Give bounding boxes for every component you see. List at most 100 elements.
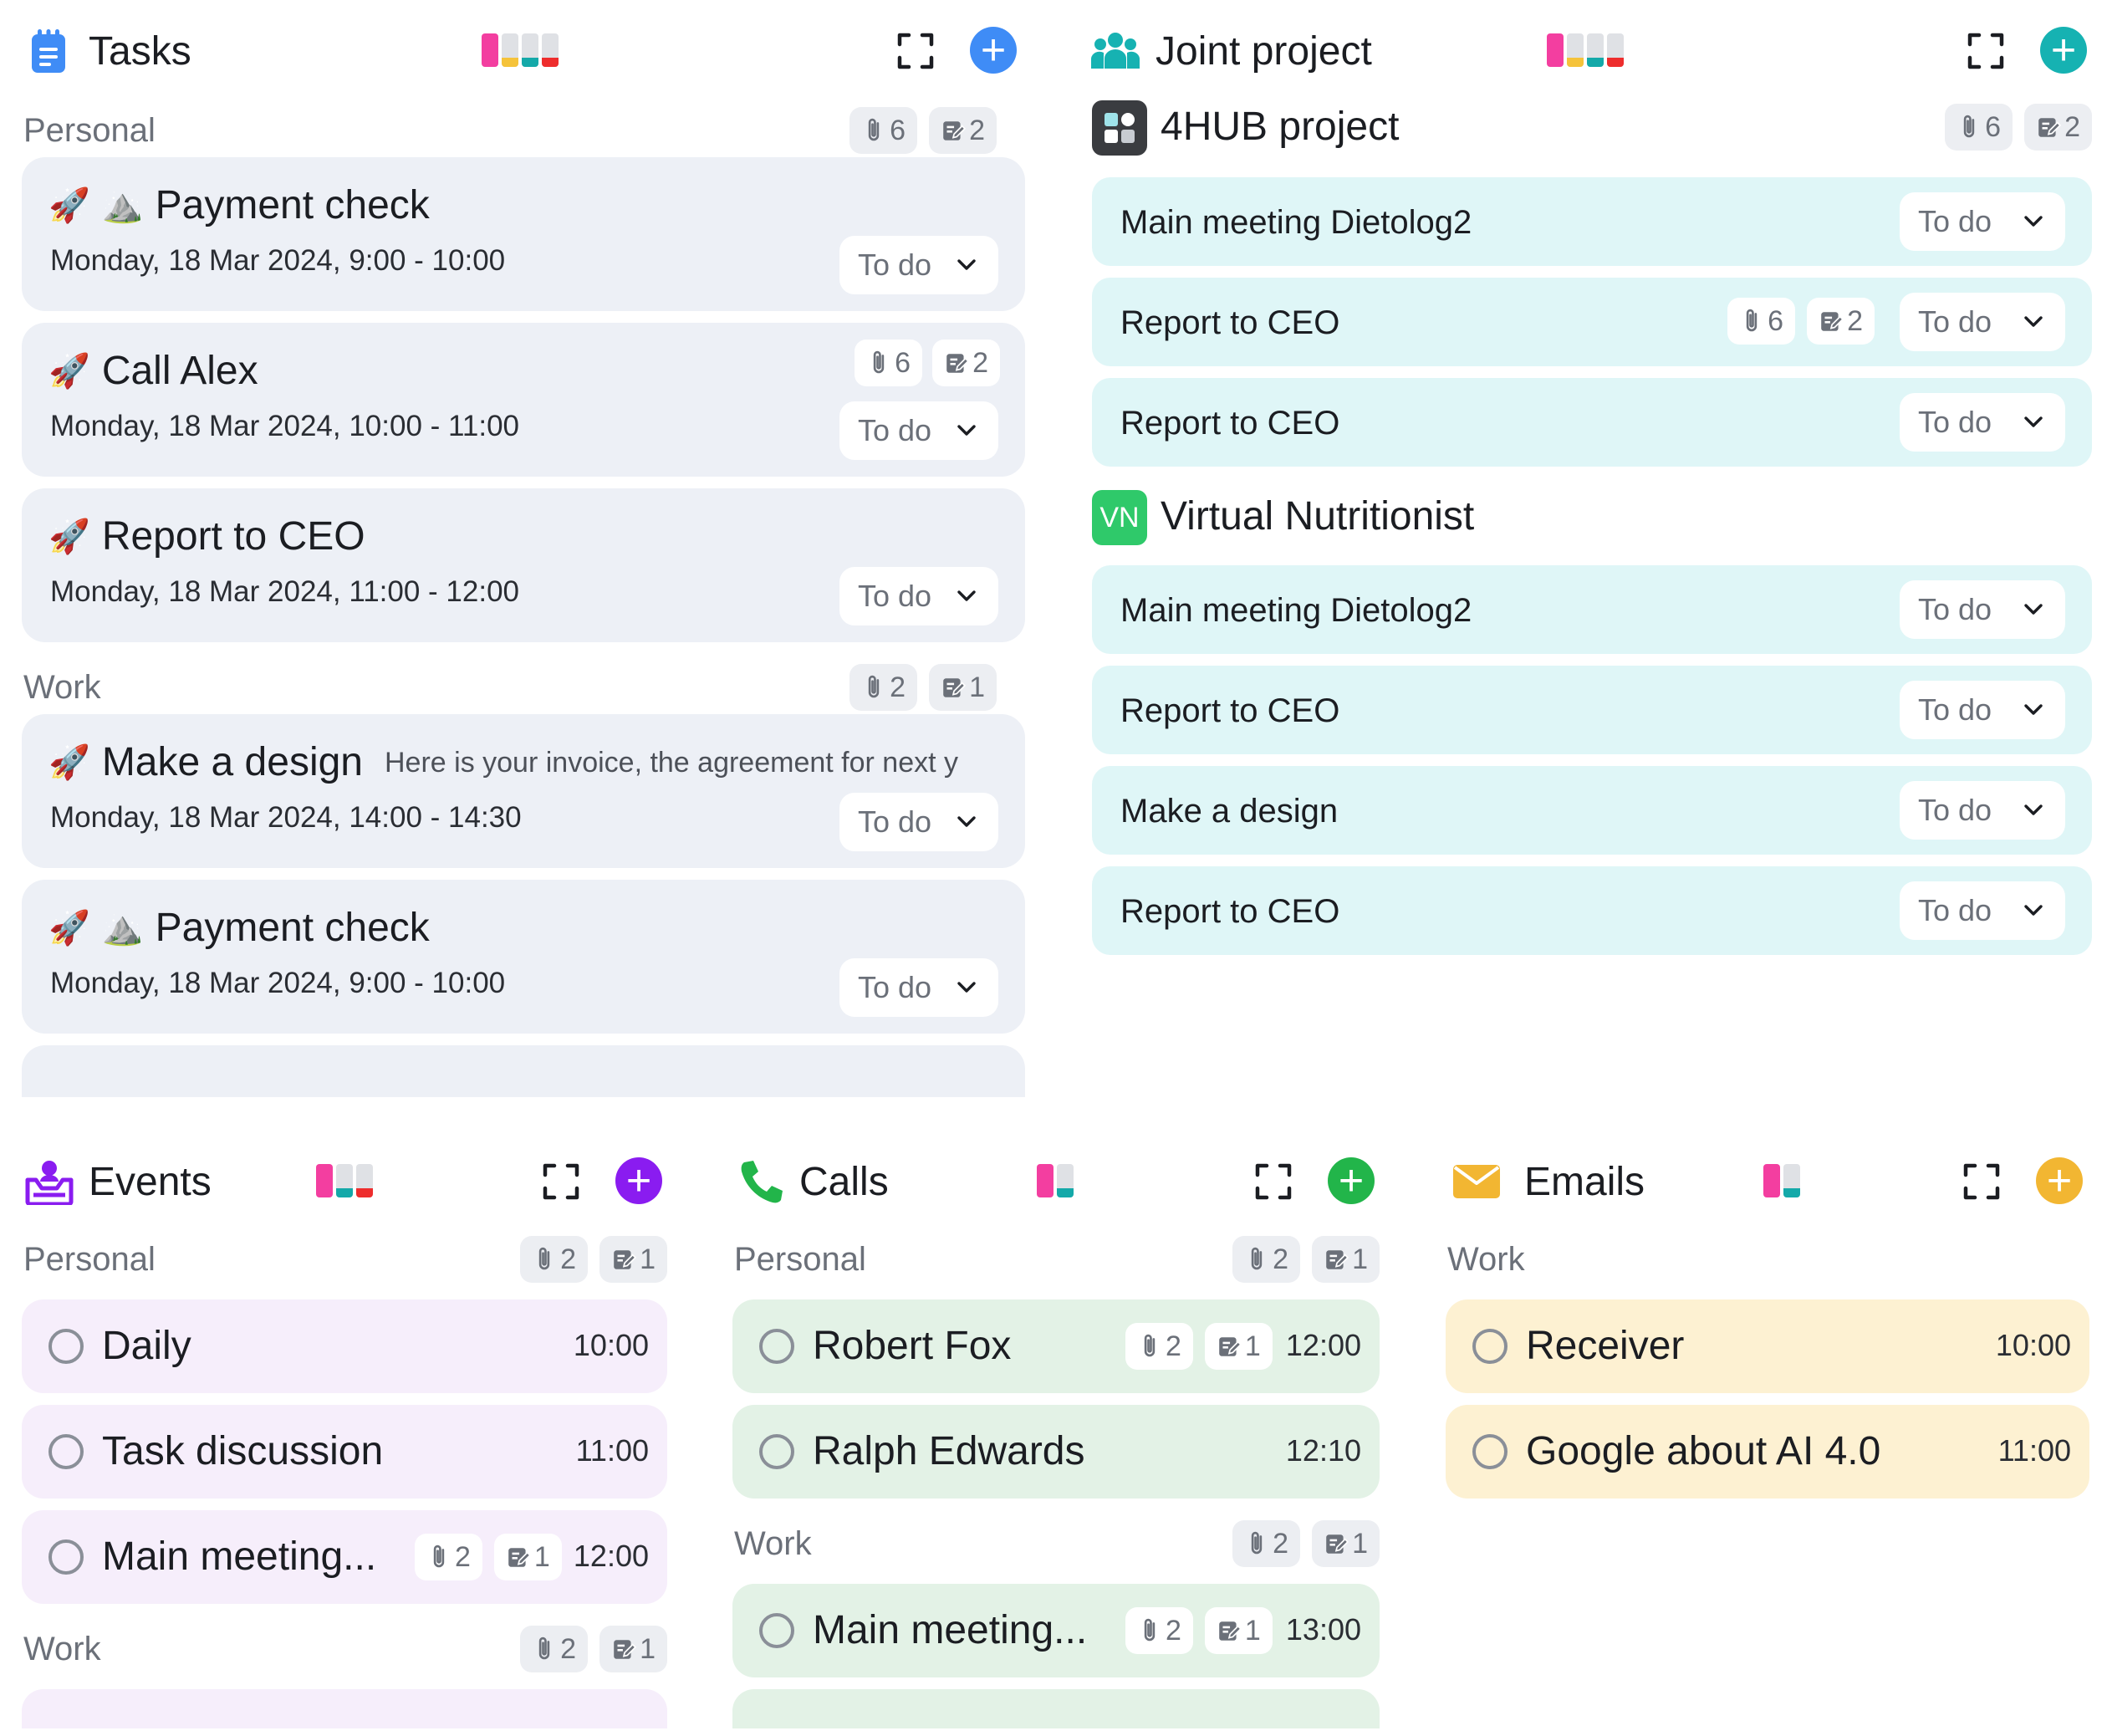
joint-task-row[interactable]: Make a design To do: [1092, 766, 2092, 855]
attachments-chip[interactable]: 2: [520, 1626, 589, 1672]
status-dropdown[interactable]: To do: [1900, 681, 2065, 739]
attachments-chip[interactable]: 2: [849, 664, 918, 711]
add-event-button[interactable]: +: [615, 1157, 662, 1204]
call-item[interactable]: Main meeting... 2 1 13:00: [732, 1584, 1380, 1677]
chevron-down-icon: [955, 421, 978, 441]
joint-project-panel: Joint project + 4HUB project 6 2 Main me…: [1065, 0, 2107, 1097]
status-dropdown[interactable]: To do: [1900, 192, 2065, 251]
status-dropdown[interactable]: To do: [1900, 393, 2065, 452]
joint-task-row[interactable]: Report to CEO 6 2 To do: [1092, 278, 2092, 366]
expand-icon[interactable]: [1962, 1162, 2001, 1201]
complete-radio[interactable]: [48, 1434, 84, 1469]
notes-chip[interactable]: 2: [2024, 104, 2092, 151]
status-bar-pink: [1547, 33, 1564, 67]
attachments-chip[interactable]: 6: [855, 340, 923, 386]
status-dropdown[interactable]: To do: [839, 567, 998, 625]
status-dropdown[interactable]: To do: [839, 793, 998, 851]
paperclip-icon: [426, 1543, 452, 1571]
section-label: Work: [23, 669, 101, 706]
task-card-partial[interactable]: [22, 1045, 1025, 1097]
notes-chip[interactable]: 1: [1204, 1607, 1273, 1654]
add-joint-task-button[interactable]: +: [2040, 27, 2087, 74]
call-item-partial[interactable]: [732, 1689, 1380, 1728]
status-dropdown[interactable]: To do: [1900, 781, 2065, 840]
call-item[interactable]: Ralph Edwards 12:10: [732, 1405, 1380, 1499]
complete-radio[interactable]: [759, 1613, 794, 1648]
note-edit-icon: [611, 1635, 636, 1663]
notes-chip[interactable]: 2: [929, 107, 997, 154]
task-card[interactable]: 🚀 Call Alex 6 2 Monday, 18 Mar 2024, 10:0…: [22, 323, 1025, 477]
add-email-button[interactable]: +: [2036, 1157, 2083, 1204]
status-dropdown[interactable]: To do: [839, 401, 998, 460]
attachments-chip[interactable]: 2: [1125, 1323, 1193, 1370]
joint-task-row[interactable]: Report to CEO To do: [1092, 866, 2092, 955]
event-item[interactable]: Task discussion 11:00: [22, 1405, 667, 1499]
attachments-chip[interactable]: 2: [520, 1236, 589, 1283]
notes-chip[interactable]: 1: [929, 664, 997, 711]
notes-chip[interactable]: 2: [1807, 298, 1875, 345]
email-item[interactable]: Receiver 10:00: [1446, 1299, 2089, 1393]
attachments-chip[interactable]: 2: [415, 1534, 482, 1580]
joint-task-row[interactable]: Main meeting Dietolog2 To do: [1092, 565, 2092, 654]
notes-chip[interactable]: 1: [599, 1626, 667, 1672]
attachments-chip[interactable]: 6: [1945, 104, 2013, 151]
task-title: Payment check: [155, 906, 430, 950]
task-datetime: Monday, 18 Mar 2024, 9:00 - 10:00: [50, 967, 506, 999]
status-dropdown[interactable]: To do: [1900, 293, 2065, 351]
add-call-button[interactable]: +: [1328, 1157, 1375, 1204]
envelope-icon: [1452, 1156, 1501, 1208]
task-card[interactable]: 🚀 Report to CEO Monday, 18 Mar 2024, 11:0…: [22, 488, 1025, 642]
task-card[interactable]: 🚀 Make a design Here is your invoice, the …: [22, 714, 1025, 868]
complete-radio[interactable]: [1472, 1329, 1508, 1364]
event-item[interactable]: Daily 10:00: [22, 1299, 667, 1393]
complete-radio[interactable]: [759, 1434, 794, 1469]
status-bar-yellow: [1567, 33, 1584, 67]
joint-task-row[interactable]: Report to CEO To do: [1092, 378, 2092, 467]
call-item[interactable]: Robert Fox 2 1 12:00: [732, 1299, 1380, 1393]
event-time: 11:00: [575, 1433, 649, 1468]
status-dropdown[interactable]: To do: [1900, 580, 2065, 639]
complete-radio[interactable]: [48, 1329, 84, 1364]
status-dropdown[interactable]: To do: [839, 958, 998, 1017]
event-item[interactable]: Main meeting... 2 1 12:00: [22, 1510, 667, 1604]
email-time: 11:00: [1997, 1433, 2071, 1468]
section-label: Personal: [23, 1241, 156, 1278]
notes-chip[interactable]: 1: [1204, 1323, 1273, 1370]
project-group-header: VN Virtual Nutritionist: [1065, 478, 2107, 555]
joint-task-row[interactable]: Report to CEO To do: [1092, 666, 2092, 754]
attachments-chip[interactable]: 6: [849, 107, 918, 154]
attachments-chip[interactable]: 6: [1727, 298, 1796, 345]
task-card[interactable]: 🚀 ⛰️ Payment check Monday, 18 Mar 2024, 9:…: [22, 880, 1025, 1034]
expand-icon[interactable]: [1254, 1162, 1293, 1201]
add-task-button[interactable]: +: [970, 27, 1017, 74]
expand-icon[interactable]: [896, 32, 935, 70]
notes-chip[interactable]: 1: [599, 1236, 667, 1283]
status-bar-teal: [1587, 33, 1604, 67]
email-item[interactable]: Google about AI 4.0 11:00: [1446, 1405, 2089, 1499]
rocket-icon: 🚀: [48, 518, 90, 555]
attachments-chip[interactable]: 2: [1232, 1520, 1301, 1567]
paperclip-icon: [1956, 113, 1982, 141]
note-edit-icon: [2036, 113, 2061, 141]
complete-radio[interactable]: [759, 1329, 794, 1364]
attachments-chip[interactable]: 2: [1232, 1236, 1301, 1283]
notes-chip[interactable]: 1: [493, 1534, 562, 1580]
event-item-partial[interactable]: [22, 1689, 667, 1728]
complete-radio[interactable]: [1472, 1434, 1508, 1469]
complete-radio[interactable]: [48, 1539, 84, 1575]
status-dropdown[interactable]: To do: [1900, 881, 2065, 940]
notes-chip[interactable]: 1: [1312, 1520, 1380, 1567]
chevron-down-icon: [2022, 212, 2045, 232]
expand-icon[interactable]: [542, 1162, 580, 1201]
notes-chip[interactable]: 2: [932, 340, 1000, 386]
status-dropdown[interactable]: To do: [839, 236, 998, 294]
joint-header: Joint project +: [1065, 0, 2107, 102]
expand-icon[interactable]: [1967, 32, 2005, 70]
notes-chip[interactable]: 1: [1312, 1236, 1380, 1283]
emails-panel: Emails + Work Receiver 10:00 Google abou…: [1424, 1131, 2107, 1728]
attachments-chip[interactable]: 2: [1125, 1607, 1193, 1654]
joint-task-row[interactable]: Main meeting Dietolog2 To do: [1092, 177, 2092, 266]
attachments-count: 2: [890, 671, 906, 703]
status-label: To do: [1918, 304, 1992, 339]
task-card[interactable]: 🚀 ⛰️ Payment check Monday, 18 Mar 2024, 9:…: [22, 157, 1025, 311]
